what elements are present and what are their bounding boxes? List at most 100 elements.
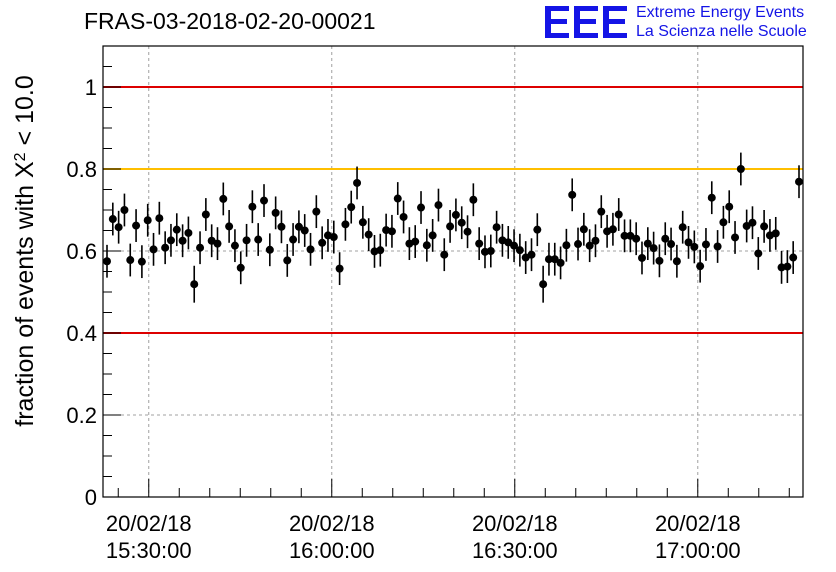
- data-point: [690, 242, 699, 251]
- data-point: [672, 257, 681, 266]
- data-point: [347, 203, 356, 212]
- data-point: [248, 202, 257, 211]
- data-point: [771, 229, 780, 238]
- data-point: [114, 223, 123, 232]
- logo-line-1: Extreme Energy Events: [636, 4, 805, 21]
- data-point: [574, 240, 583, 249]
- data-point: [562, 241, 571, 250]
- x-tick-label-time: 16:00:00: [289, 538, 375, 563]
- data-point: [196, 243, 205, 252]
- data-point: [353, 178, 362, 187]
- eee-logo: [545, 6, 627, 38]
- data-point: [219, 194, 228, 203]
- data-point: [736, 165, 745, 173]
- x-tick-label-time: 16:30:00: [472, 538, 558, 563]
- data-point: [155, 214, 164, 223]
- data-point: [667, 240, 676, 249]
- y-tick-label: 0: [85, 485, 97, 510]
- data-point: [515, 246, 524, 255]
- data-point: [294, 222, 303, 231]
- data-point: [556, 258, 565, 267]
- data-point: [306, 245, 315, 254]
- data-point: [213, 239, 222, 248]
- data-point: [399, 212, 408, 221]
- data-point: [254, 235, 263, 244]
- data-point: [789, 253, 798, 262]
- data-point: [696, 262, 705, 271]
- data-point: [568, 190, 577, 199]
- data-point: [655, 256, 664, 265]
- data-point: [539, 280, 548, 289]
- data-point: [108, 215, 117, 224]
- y-tick-label: 0.6: [66, 239, 97, 264]
- data-point: [434, 201, 443, 210]
- eee-logo-letters: [545, 6, 627, 38]
- data-point: [230, 241, 239, 250]
- y-tick-label: 1: [85, 75, 97, 100]
- data-point: [451, 210, 460, 219]
- data-point: [120, 206, 129, 214]
- data-point: [457, 218, 466, 227]
- data-point: [585, 241, 594, 250]
- data-point: [132, 221, 141, 230]
- data-point: [649, 244, 658, 253]
- data-point: [393, 194, 402, 203]
- data-point: [527, 250, 536, 259]
- data-point: [103, 257, 111, 266]
- data-point: [678, 223, 687, 232]
- data-point: [725, 202, 734, 211]
- data-point: [335, 264, 344, 273]
- data-point: [341, 220, 350, 229]
- data-point: [597, 207, 606, 216]
- logo-caption: Extreme Energy Events La Scienza nelle S…: [636, 3, 807, 41]
- data-point: [748, 218, 757, 227]
- logo-line-2: La Scienza nelle Scuole: [636, 23, 807, 40]
- data-point: [632, 234, 641, 243]
- x-tick-label-time: 17:00:00: [655, 538, 741, 563]
- data-point: [428, 231, 437, 240]
- y-tick-label: 0.8: [66, 157, 97, 182]
- data-point: [161, 243, 170, 252]
- data-point: [614, 210, 623, 219]
- data-point: [277, 222, 286, 231]
- x-tick-label-date: 20/02/18: [289, 511, 375, 536]
- data-point: [510, 241, 519, 250]
- data-point: [358, 218, 367, 227]
- data-point: [329, 233, 338, 242]
- data-point: [166, 236, 175, 245]
- data-point: [463, 227, 472, 236]
- data-point: [591, 236, 600, 245]
- data-point: [376, 246, 385, 255]
- data-point: [701, 240, 710, 249]
- data-point: [486, 247, 495, 255]
- data-point: [719, 218, 728, 227]
- data-point: [265, 245, 274, 254]
- data-point: [446, 222, 455, 231]
- data-point: [684, 238, 693, 247]
- data-point: [300, 226, 309, 235]
- data-point: [620, 231, 629, 240]
- data-point: [661, 234, 670, 243]
- x-tick-label-date: 20/02/18: [106, 511, 192, 536]
- data-point: [783, 262, 792, 271]
- data-point: [707, 193, 716, 202]
- data-point: [643, 239, 652, 248]
- y-tick-label: 0.4: [66, 321, 97, 346]
- data-point: [184, 228, 193, 237]
- data-point: [440, 250, 449, 259]
- data-point: [760, 222, 769, 231]
- y-axis-label: fraction of events with X2 < 10.0: [11, 75, 39, 426]
- data-point: [283, 256, 292, 265]
- data-point: [411, 237, 420, 246]
- data-point: [754, 249, 763, 258]
- data-point: [236, 263, 245, 272]
- data-point: [637, 253, 646, 262]
- y-tick-label: 0.2: [66, 403, 97, 428]
- data-point: [137, 257, 146, 266]
- data-point: [271, 208, 280, 217]
- data-point: [417, 203, 426, 212]
- data-point: [492, 223, 501, 232]
- data-point: [172, 225, 181, 234]
- data-point: [178, 236, 187, 245]
